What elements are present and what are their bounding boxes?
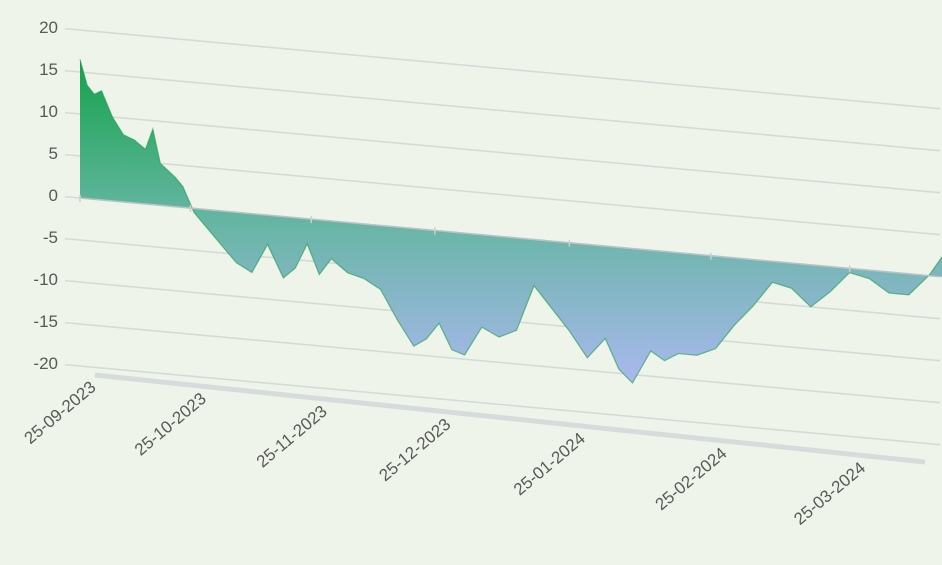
y-tick-label: 5 [49, 144, 58, 163]
zero-line [79, 197, 941, 278]
y-tick-label: 10 [39, 102, 58, 121]
x-tick-label: 25-12-2023 [375, 415, 454, 485]
grid-line [64, 27, 941, 110]
x-tick-label: 25-11-2023 [253, 402, 331, 472]
y-tick-label: 20 [39, 18, 58, 37]
area [80, 59, 942, 383]
area-line [79, 59, 942, 384]
y-tick-label: 15 [39, 60, 58, 79]
y-tick-label: 0 [49, 186, 58, 205]
chart-floor [94, 372, 926, 465]
grid-line [64, 363, 941, 446]
y-tick-label: -15 [33, 312, 58, 331]
y-tick-label: -20 [33, 354, 58, 373]
y-tick-label: -10 [33, 270, 58, 289]
x-tick-label: 25-02-2024 [652, 444, 731, 514]
x-tick-label: 25-09-2023 [21, 377, 100, 447]
x-tick-label: 25-03-2024 [790, 458, 869, 528]
grid-line [64, 111, 941, 194]
x-tick-label: 25-10-2023 [131, 389, 210, 459]
grid-line [64, 69, 941, 152]
x-tick-label: 25-01-2024 [510, 429, 589, 499]
grid-line [64, 153, 941, 236]
y-tick-label: -5 [43, 228, 58, 247]
grid-line [64, 321, 941, 404]
